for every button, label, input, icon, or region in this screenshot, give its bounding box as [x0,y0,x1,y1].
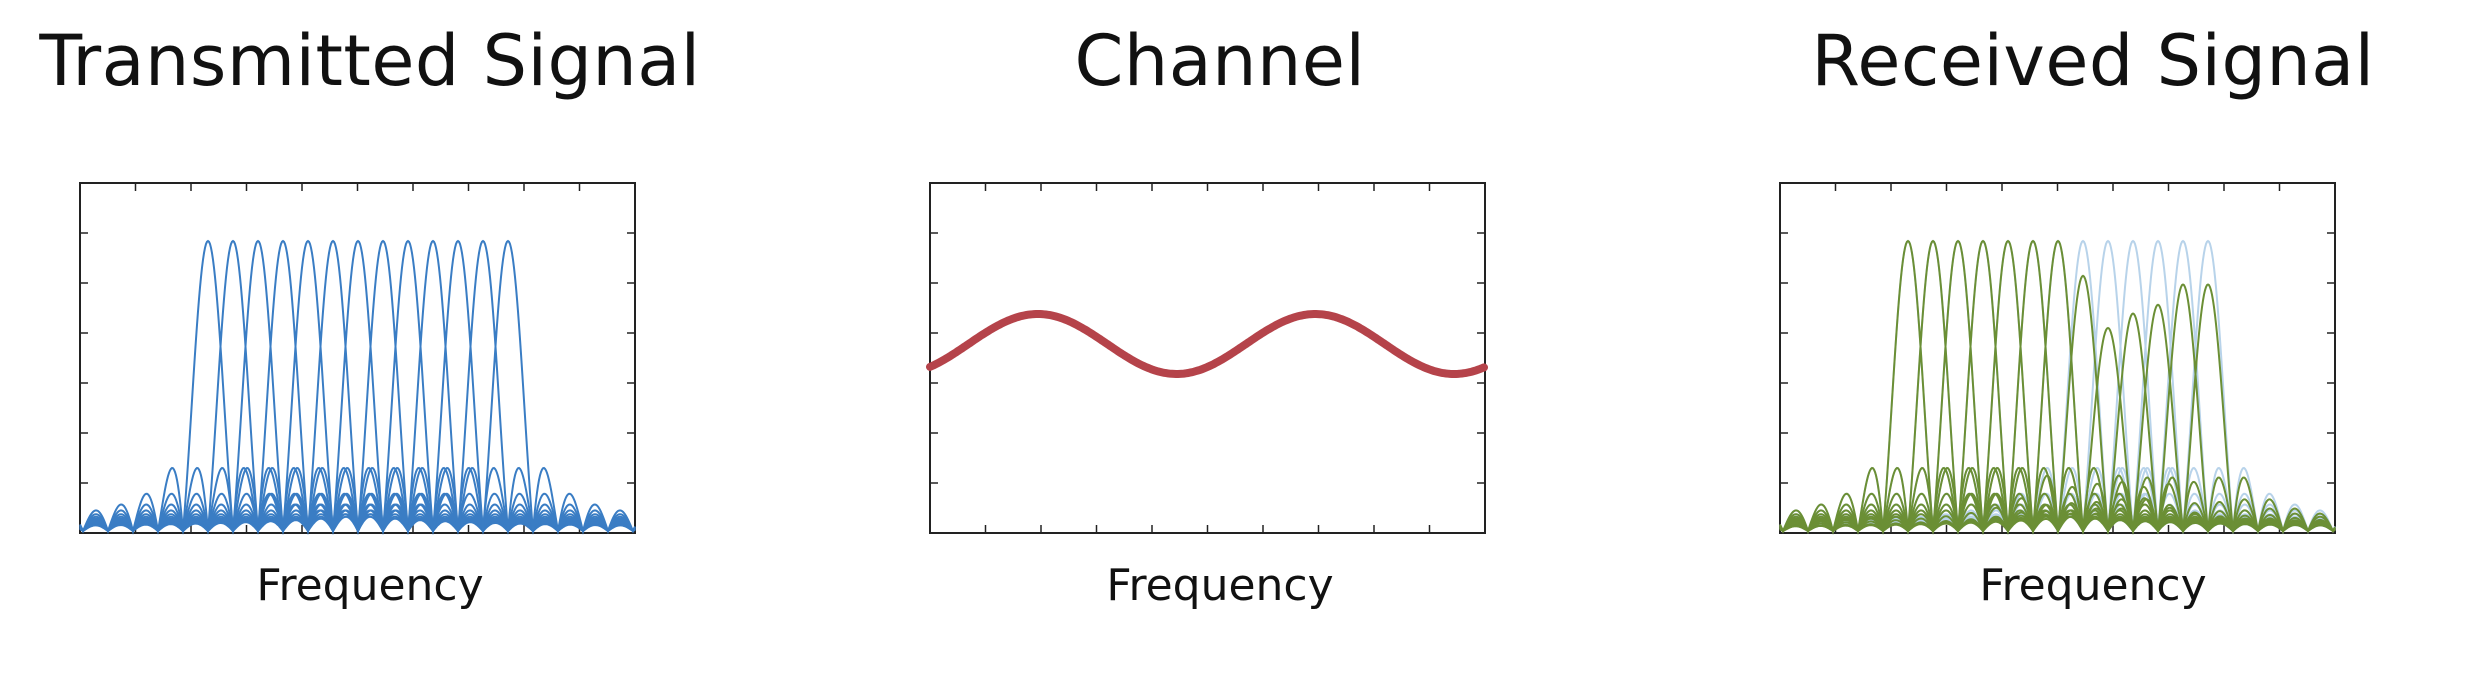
received-signal-title: Received Signal [1811,20,2375,102]
received-original-subcarrier-6 [1779,239,2336,535]
transmitted-signal-title: Transmitted Signal [39,20,701,102]
received-subcarrier-4 [1779,239,2336,535]
transmitted-subcarrier-3 [79,239,636,535]
transmitted-subcarrier-group [79,239,636,535]
received-subcarrier-group [1779,239,2336,535]
transmitted-signal-plot [79,182,636,535]
transmitted-subcarrier-8 [79,239,636,535]
transmitted-subcarrier-13 [79,239,636,535]
transmitted-subcarrier-6 [79,239,636,535]
transmitted-subcarrier-11 [79,239,636,535]
received-plot-frame [1779,182,2336,534]
transmitted-subcarrier-10 [79,239,636,535]
received-original-subcarrier-7 [1779,239,2336,535]
received-subcarrier-13 [1779,283,2336,535]
received-original-subcarrier-12 [1779,239,2336,535]
received-subcarrier-2 [1779,239,2336,535]
received-original-subcarrier-8 [1779,239,2336,535]
received-original-subcarrier-3 [1779,239,2336,535]
transmitted-subcarrier-9 [79,239,636,535]
channel-title: Channel [1074,20,1366,102]
received-original-subcarrier-2 [1779,239,2336,535]
received-original-subcarrier-4 [1779,239,2336,535]
received-original-subcarrier-5 [1779,239,2336,535]
transmitted-signal-xlabel: Frequency [256,560,484,611]
received-subcarrier-6 [1779,239,2336,535]
transmitted-subcarrier-1 [79,239,636,535]
received-original-subcarrier-1 [1779,239,2336,535]
received-original-subcarrier-9 [1779,239,2336,535]
received-original-subcarrier-11 [1779,239,2336,535]
received-subcarrier-1 [1779,239,2336,535]
received-subcarrier-7 [1779,239,2336,535]
received-signal-plot [1779,182,2336,535]
received-subcarrier-3 [1779,239,2336,535]
transmitted-plot-frame [79,182,636,534]
channel-xlabel: Frequency [1106,560,1334,611]
transmitted-signal-panel: Transmitted Signal Frequency [0,0,740,696]
transmitted-subcarrier-7 [79,239,636,535]
received-original-subcarrier-10 [1779,239,2336,535]
transmitted-subcarrier-4 [79,239,636,535]
channel-panel: Channel Frequency [850,0,1590,696]
transmitted-subcarrier-12 [79,239,636,535]
received-original-subcarrier-13 [1779,239,2336,535]
received-signal-xlabel: Frequency [1979,560,2207,611]
transmitted-subcarrier-5 [79,239,636,535]
received-original-subcarrier-group [1779,239,2336,535]
received-signal-panel: Received Signal Frequency [1700,0,2486,696]
transmitted-subcarrier-2 [79,239,636,535]
received-subcarrier-5 [1779,239,2336,535]
channel-response-line [926,310,1488,378]
channel-plot [926,182,1488,534]
